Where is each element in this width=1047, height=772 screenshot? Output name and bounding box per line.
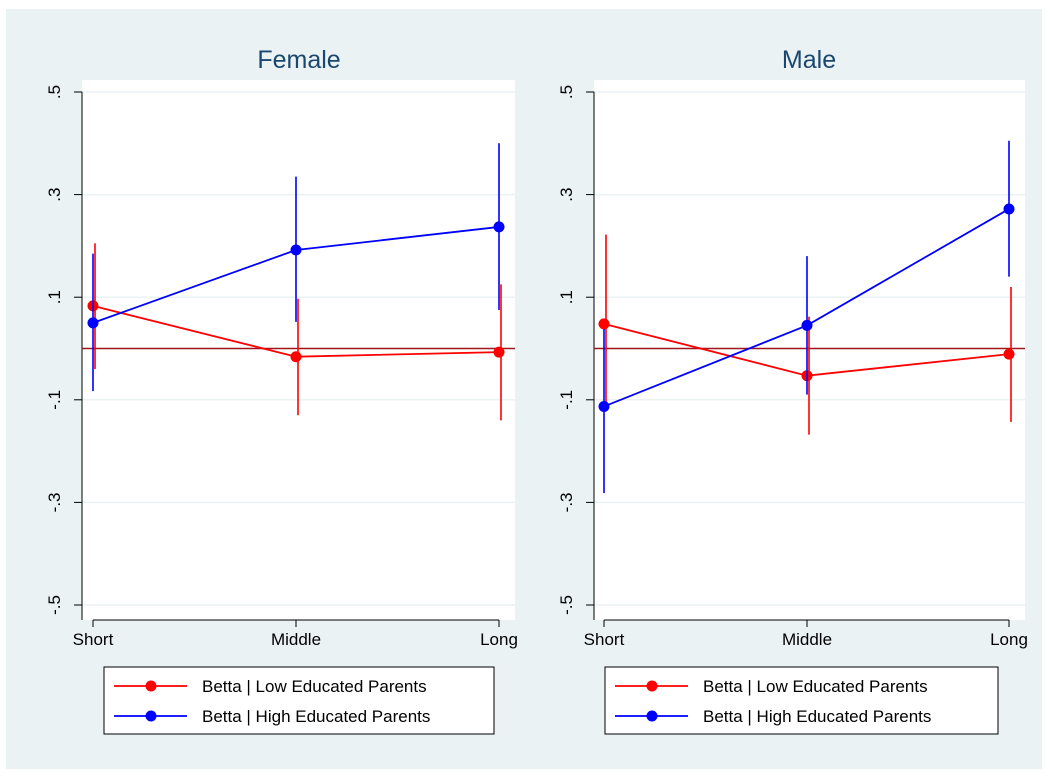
y-tick-label: .3 [557,188,576,202]
legend-label: Betta | Low Educated Parents [703,677,928,696]
y-tick-label: -.1 [557,390,576,410]
y-tick-label: .1 [45,290,64,304]
data-point [290,351,302,363]
x-tick-label: Middle [271,630,321,649]
y-tick-label: -.5 [45,595,64,615]
chart-svg: .5 .3 .1 -.1 -.3 -.5 Short Middle Long Female Bett… [45,46,1028,735]
y-tick-label: .5 [557,85,576,99]
data-point [1003,203,1015,215]
data-point [87,317,99,329]
legend-label: Betta | High Educated Parents [703,707,931,726]
y-tick-label: -.5 [557,595,576,615]
panel-title: Female [257,46,340,74]
y-tick-label: -.3 [557,492,576,512]
data-point [598,318,610,330]
legend-marker [145,710,157,722]
panel-1: .5 .3 .1 -.1 -.3 -.5 Short Middle Long Male Betta … [557,46,1028,735]
y-tick-label: .3 [45,188,64,202]
legend-box [604,666,999,735]
legend-label: Betta | Low Educated Parents [202,677,427,696]
figure-background: .5 .3 .1 -.1 -.3 -.5 Short Middle Long Female Bett… [6,9,1042,769]
legend-marker [646,680,658,692]
panel-title: Male [782,46,836,74]
y-tick-label: -.1 [45,390,64,410]
legend-marker [145,680,157,692]
x-tick-label: Long [990,630,1028,649]
data-point [493,221,505,233]
data-point [1003,348,1015,360]
x-tick-label: Short [73,630,114,649]
y-tick-label: -.3 [45,492,64,512]
legend-box [103,666,495,735]
data-point [801,319,813,331]
data-point [290,244,302,256]
legend-marker [646,710,658,722]
data-point [493,346,505,358]
data-point [598,400,610,412]
x-tick-label: Short [584,630,625,649]
legend-label: Betta | High Educated Parents [202,707,430,726]
y-tick-label: .1 [557,290,576,304]
panel-0: .5 .3 .1 -.1 -.3 -.5 Short Middle Long Female Bett… [45,46,518,735]
x-tick-label: Long [480,630,518,649]
y-tick-label: .5 [45,85,64,99]
x-tick-label: Middle [782,630,832,649]
